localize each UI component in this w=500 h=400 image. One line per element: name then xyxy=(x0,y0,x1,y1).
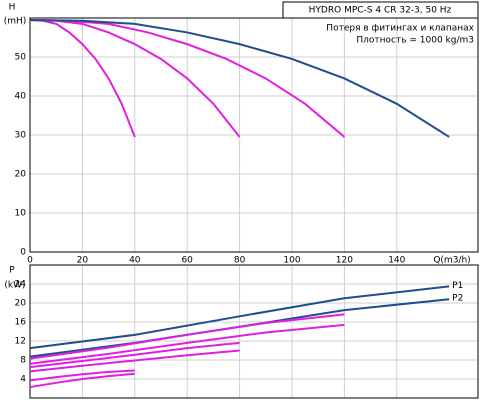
plot-frame xyxy=(29,264,479,399)
x-tick-label: 140 xyxy=(388,256,405,266)
y-tick-label: 16 xyxy=(15,318,27,328)
curve-label: P2 xyxy=(452,294,463,304)
curve-label: P1 xyxy=(452,281,463,291)
x-tick-label: 0 xyxy=(27,256,33,266)
y-unit: (kW) xyxy=(4,281,25,291)
curve xyxy=(29,18,136,138)
plot-frame xyxy=(29,17,479,253)
curve xyxy=(29,18,450,138)
y-tick-label: 20 xyxy=(15,170,27,180)
curve xyxy=(29,341,240,369)
x-tick-label: 100 xyxy=(283,256,300,266)
y-tick-label: 10 xyxy=(15,209,27,219)
y-tick-label: 20 xyxy=(15,299,27,309)
curve xyxy=(29,372,135,389)
annotation: Плотность = 1000 kg/m3 xyxy=(356,36,474,46)
curve xyxy=(29,18,241,138)
x-label: Q(m3/h) xyxy=(433,256,470,266)
y-tick-label: 24 xyxy=(15,280,27,290)
x-tick-label: 120 xyxy=(336,256,353,266)
y-tick-label: 8 xyxy=(20,356,26,366)
curve xyxy=(29,18,346,138)
y-tick-label: 12 xyxy=(15,337,26,347)
y-tick-label: 40 xyxy=(15,92,27,102)
curve xyxy=(29,349,240,373)
y-label: P xyxy=(9,266,15,276)
curve xyxy=(29,323,345,365)
y-unit: (mH) xyxy=(4,17,27,27)
curve xyxy=(29,285,450,350)
x-tick-label: 80 xyxy=(234,256,246,266)
y-tick-label: 4 xyxy=(20,375,26,385)
curve xyxy=(29,369,135,382)
chart-title: HYDRO MPC-S 4 CR 32-3, 50 Hz xyxy=(309,6,452,16)
x-tick-label: 20 xyxy=(77,256,89,266)
x-tick-label: 40 xyxy=(129,256,141,266)
x-tick-label: 60 xyxy=(181,256,193,266)
curve xyxy=(29,313,345,360)
y-tick-label: 30 xyxy=(15,131,27,141)
y-tick-label: 50 xyxy=(15,53,27,63)
annotation: Потеря в фитингах и клапанах xyxy=(326,24,474,34)
y-tick-label: 0 xyxy=(20,248,26,258)
y-label: H xyxy=(9,3,16,13)
